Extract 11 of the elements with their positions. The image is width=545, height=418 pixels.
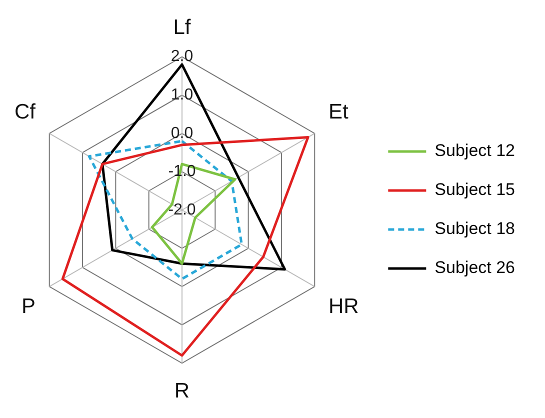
legend-label: Subject 12 [434, 141, 516, 160]
spoke-label: Et [328, 100, 348, 124]
legend-label: Subject 15 [434, 180, 516, 200]
spoke-label: Cf [14, 100, 36, 124]
spoke-label: P [21, 294, 36, 318]
legend-label: Subject 18 [434, 219, 516, 238]
y-tick-label: -2.0 [168, 201, 196, 218]
spoke-label: HR [328, 294, 359, 318]
spoke-label: R [174, 380, 190, 403]
legend-label: Subject 26 [434, 258, 516, 278]
spoke-label: Lf [173, 16, 191, 40]
